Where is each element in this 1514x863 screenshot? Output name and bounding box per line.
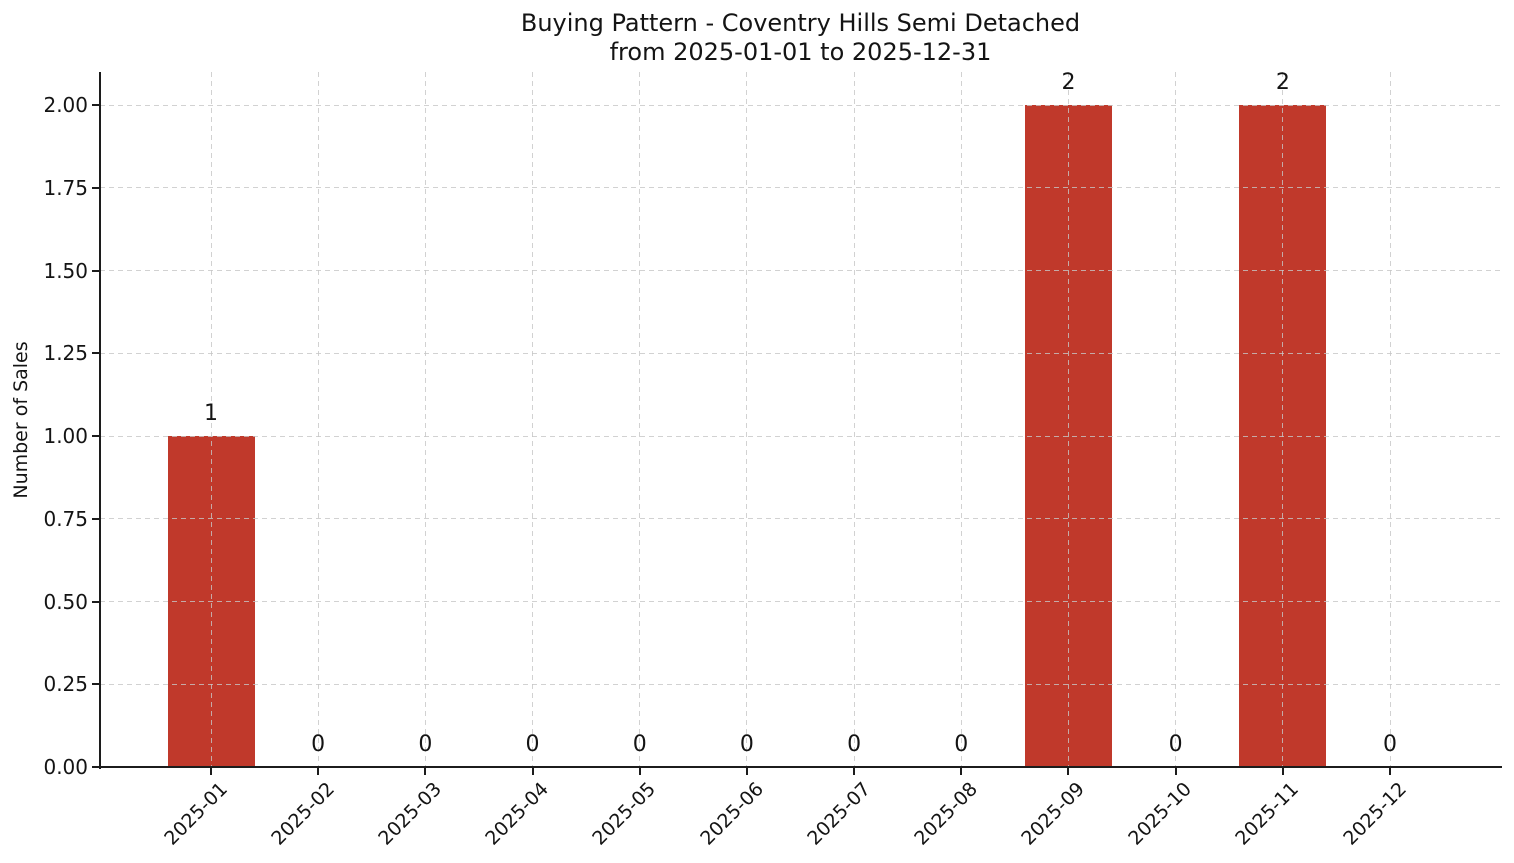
x-tick-label: 2025-11 bbox=[1231, 778, 1304, 850]
v-gridline bbox=[746, 72, 748, 767]
x-tick-label: 2025-03 bbox=[374, 778, 446, 850]
y-tick-label: 0.50 bbox=[43, 589, 88, 614]
x-tick-label: 2025-09 bbox=[1017, 778, 1090, 850]
bar-value-label: 0 bbox=[739, 732, 754, 757]
h-gridline bbox=[100, 270, 1501, 272]
x-tick-mark bbox=[853, 767, 856, 775]
chart-subtitle: from 2025-01-01 to 2025-12-31 bbox=[609, 38, 992, 66]
y-tick-label: 0.00 bbox=[43, 755, 88, 779]
v-gridline bbox=[639, 72, 641, 767]
v-gridline bbox=[317, 72, 319, 767]
y-tick-mark bbox=[92, 435, 100, 438]
x-tick-label: 2025-01 bbox=[159, 778, 232, 850]
x-tick-label: 2025-02 bbox=[267, 778, 339, 850]
x-tick-label: 2025-06 bbox=[695, 778, 768, 850]
x-tick-mark bbox=[317, 767, 320, 775]
h-gridline bbox=[100, 435, 1501, 437]
y-axis-spine bbox=[99, 72, 101, 769]
bar-value-label: 0 bbox=[847, 732, 862, 757]
v-gridline bbox=[1175, 72, 1177, 767]
h-gridline bbox=[100, 187, 1501, 189]
x-tick-label: 2025-10 bbox=[1124, 778, 1197, 850]
h-gridline bbox=[100, 683, 1501, 685]
v-gridline bbox=[210, 72, 212, 767]
x-tick-label: 2025-08 bbox=[910, 778, 982, 850]
v-gridline bbox=[532, 72, 534, 767]
y-tick-mark bbox=[92, 352, 100, 355]
v-gridline bbox=[1389, 72, 1391, 767]
bar-value-label: 0 bbox=[1168, 732, 1183, 757]
chart-title-block: Buying Pattern - Coventry Hills Semi Det… bbox=[100, 9, 1501, 67]
y-tick-label: 0.25 bbox=[43, 672, 88, 697]
x-tick-mark bbox=[210, 767, 212, 775]
x-tick-mark bbox=[960, 767, 963, 775]
x-tick-label: 2025-07 bbox=[802, 778, 875, 850]
x-tick-mark bbox=[531, 767, 534, 775]
bar-value-label: 0 bbox=[311, 732, 326, 757]
bar-value-label: 2 bbox=[1061, 70, 1076, 96]
v-gridline bbox=[1282, 72, 1284, 767]
x-axis-spine bbox=[99, 766, 1502, 768]
y-tick-label: 0.75 bbox=[43, 506, 88, 531]
bar-value-label: 0 bbox=[632, 732, 647, 757]
y-tick-label: 1.00 bbox=[43, 424, 88, 449]
h-gridline bbox=[100, 601, 1501, 603]
y-axis-label: Number of Sales bbox=[10, 341, 32, 499]
v-gridline bbox=[1067, 72, 1069, 767]
y-tick-label: 1.75 bbox=[43, 175, 88, 200]
x-tick-mark bbox=[424, 767, 427, 775]
x-tick-label: 2025-04 bbox=[481, 778, 554, 850]
x-tick-mark bbox=[1174, 767, 1177, 775]
bar-value-label: 0 bbox=[1383, 732, 1397, 757]
y-tick-label: 2.00 bbox=[43, 93, 88, 118]
x-tick-mark bbox=[1281, 767, 1284, 775]
h-gridline bbox=[100, 518, 1501, 520]
x-tick-label: 2025-12 bbox=[1338, 778, 1411, 850]
bar-value-label: 0 bbox=[954, 732, 969, 757]
bar-value-label: 2 bbox=[1275, 70, 1290, 96]
v-gridline bbox=[424, 72, 426, 767]
h-gridline bbox=[100, 104, 1501, 106]
x-tick-mark bbox=[638, 767, 641, 775]
x-tick-mark bbox=[745, 767, 748, 775]
y-tick-mark bbox=[92, 269, 100, 272]
h-gridline bbox=[100, 352, 1501, 354]
bar-value-label: 0 bbox=[418, 732, 433, 757]
bar-value-label: 1 bbox=[204, 401, 218, 427]
y-tick-mark bbox=[92, 517, 100, 520]
y-tick-mark bbox=[92, 186, 100, 189]
x-tick-mark bbox=[1067, 767, 1070, 775]
y-tick-label: 1.50 bbox=[43, 258, 88, 283]
x-tick-label: 2025-05 bbox=[588, 778, 661, 850]
y-tick-mark bbox=[92, 766, 100, 768]
y-tick-mark bbox=[92, 104, 100, 107]
x-tick-mark bbox=[1389, 767, 1391, 775]
y-tick-mark bbox=[92, 683, 100, 686]
bar-value-label: 0 bbox=[525, 732, 540, 757]
v-gridline bbox=[853, 72, 855, 767]
chart-title: Buying Pattern - Coventry Hills Semi Det… bbox=[520, 9, 1081, 37]
v-gridline bbox=[960, 72, 962, 767]
y-tick-label: 1.25 bbox=[43, 341, 88, 366]
y-tick-mark bbox=[92, 600, 100, 603]
